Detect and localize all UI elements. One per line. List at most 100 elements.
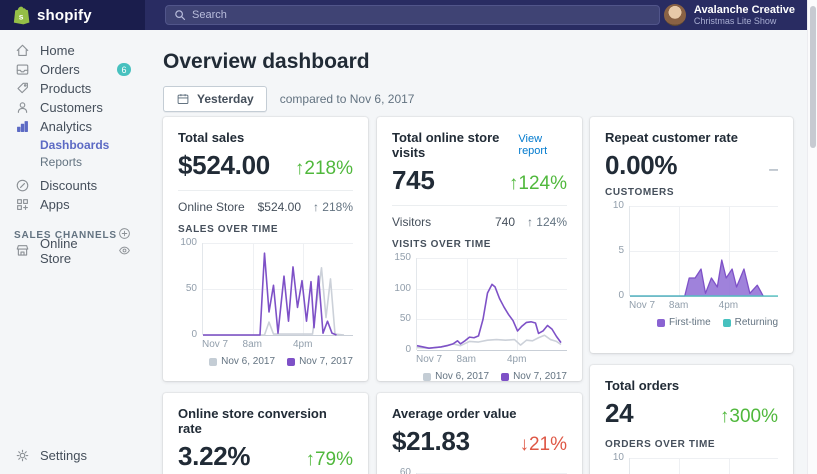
x-tick-label: Nov 7 bbox=[202, 339, 229, 350]
legend-swatch bbox=[656, 318, 665, 327]
store-visits-value: 745 bbox=[392, 165, 435, 195]
y-tick-label: 0 bbox=[618, 290, 624, 301]
row-value: 740 bbox=[494, 215, 515, 229]
dashboard-column-1: Total sales $524.00 ↑218% Online Store $… bbox=[163, 117, 368, 474]
sidebar-item-label: Customers bbox=[40, 100, 103, 115]
x-tick-label: 4pm bbox=[506, 354, 527, 365]
card-title: Total sales bbox=[178, 130, 245, 145]
gridline bbox=[203, 243, 353, 244]
x-tick-label: 4pm bbox=[718, 300, 739, 311]
gridline bbox=[679, 458, 681, 474]
chart-section-label: ORDERS OVER TIME bbox=[605, 439, 716, 450]
plot-area bbox=[629, 206, 778, 297]
orders-icon bbox=[14, 62, 30, 78]
sidebar-item-apps[interactable]: Apps bbox=[0, 195, 145, 214]
card-title: Average order value bbox=[392, 406, 517, 421]
legend-swatch bbox=[722, 318, 731, 327]
orders-count-badge: 6 bbox=[117, 63, 131, 76]
store-visits-card: Total online store visits View report 74… bbox=[377, 117, 582, 382]
sidebar-item-orders[interactable]: Orders 6 bbox=[0, 60, 145, 79]
row-delta: ↑ 124% bbox=[526, 215, 567, 229]
sidebar-item-label: Analytics bbox=[40, 119, 93, 134]
total-orders-delta: ↑300% bbox=[719, 406, 778, 427]
visits-over-time-chart: 0 50 100 150 Nov 7 8am 4pm Nov 6, 2017 Nov 7, 20… bbox=[392, 253, 567, 382]
row-label: Online Store bbox=[178, 200, 245, 214]
sidebar-item-products[interactable]: Products bbox=[0, 79, 145, 98]
chart-series bbox=[203, 243, 353, 335]
main-content: Overview dashboard Yesterday compared to… bbox=[145, 30, 807, 474]
total-sales-card: Total sales $524.00 ↑218% Online Store $… bbox=[163, 117, 368, 381]
shopify-bag-icon: s bbox=[13, 6, 30, 25]
sales-channels-label: SALES CHANNELS bbox=[14, 229, 117, 241]
calendar-icon bbox=[176, 92, 190, 106]
gridline bbox=[630, 206, 778, 207]
compare-text: compared to Nov 6, 2017 bbox=[279, 92, 415, 106]
plot-area bbox=[416, 258, 567, 351]
sidebar-item-online-store[interactable]: Online Store bbox=[0, 236, 145, 266]
legend-item: Nov 7, 2017 bbox=[287, 356, 353, 367]
card-title: Online store conversion rate bbox=[178, 406, 327, 436]
chart-legend: Nov 6, 2017 Nov 7, 2017 bbox=[416, 371, 567, 382]
gridline bbox=[679, 206, 681, 296]
sidebar-nav: Home Orders 6 Products Customers Analyti… bbox=[0, 30, 145, 474]
home-icon bbox=[14, 43, 30, 59]
dashboard-column-3: Repeat customer rate 0.00% – CUSTOMERS 0… bbox=[590, 117, 793, 474]
sidebar-subitem-reports[interactable]: Reports bbox=[40, 154, 83, 169]
page-title: Overview dashboard bbox=[163, 50, 370, 73]
y-tick-label: 50 bbox=[399, 313, 411, 325]
products-tag-icon bbox=[14, 81, 30, 97]
sidebar-item-label: Home bbox=[40, 43, 75, 58]
sidebar-item-home[interactable]: Home bbox=[0, 41, 145, 60]
card-title: Total online store visits bbox=[392, 130, 500, 160]
gridline bbox=[630, 251, 778, 252]
gridline bbox=[728, 206, 730, 296]
card-title: Total orders bbox=[605, 378, 680, 393]
sidebar-subitem-dashboards[interactable]: Dashboards bbox=[40, 137, 110, 152]
dashboard-column-2: Total online store visits View report 74… bbox=[377, 117, 582, 474]
legend-item: Nov 6, 2017 bbox=[209, 356, 275, 367]
date-range-button[interactable]: Yesterday bbox=[163, 86, 267, 112]
gridline bbox=[203, 335, 353, 336]
sidebar-item-settings[interactable]: Settings bbox=[0, 446, 145, 465]
search-placeholder: Search bbox=[192, 9, 227, 21]
total-orders-value: 24 bbox=[605, 398, 634, 428]
legend-swatch bbox=[209, 357, 218, 366]
discounts-icon bbox=[14, 178, 30, 194]
account-menu[interactable]: Avalanche Creative Christmas Lite Show bbox=[663, 4, 795, 26]
repeat-customer-delta: – bbox=[769, 161, 778, 178]
y-tick-label: 50 bbox=[185, 283, 197, 294]
legend-item: Nov 6, 2017 bbox=[423, 371, 489, 382]
search-input[interactable]: Search bbox=[165, 5, 660, 25]
chart-series bbox=[417, 258, 567, 350]
date-range-label: Yesterday bbox=[197, 92, 254, 106]
visitors-breakdown-row: Visitors 740 ↑ 124% bbox=[392, 205, 567, 229]
sidebar-item-discounts[interactable]: Discounts bbox=[0, 176, 145, 195]
scrollbar-thumb[interactable] bbox=[810, 6, 816, 148]
x-tick-label: Nov 7 bbox=[629, 300, 656, 311]
x-tick-label: 8am bbox=[456, 354, 477, 365]
y-tick-label: 0 bbox=[405, 344, 411, 355]
view-store-eye-icon[interactable] bbox=[118, 244, 131, 257]
plot-area bbox=[202, 243, 353, 336]
sales-channels-header: SALES CHANNELS bbox=[0, 227, 145, 243]
x-axis: Nov 7 8am 4pm bbox=[202, 335, 353, 351]
chart-section-label: SALES OVER TIME bbox=[178, 224, 279, 235]
shopify-logo[interactable]: s shopify bbox=[0, 0, 145, 30]
apps-icon bbox=[14, 197, 30, 213]
sidebar-item-customers[interactable]: Customers bbox=[0, 98, 145, 117]
average-order-value: $21.83 bbox=[392, 426, 470, 456]
sales-breakdown-row: Online Store $524.00 ↑ 218% bbox=[178, 190, 353, 214]
legend-item: Returning bbox=[722, 317, 778, 328]
conversion-rate-value: 3.22% bbox=[178, 441, 251, 471]
logo-wordmark: shopify bbox=[37, 6, 92, 24]
page-scrollbar[interactable] bbox=[807, 0, 817, 474]
chart-series bbox=[630, 458, 778, 474]
sidebar-item-analytics[interactable]: Analytics bbox=[0, 117, 145, 136]
add-channel-icon[interactable] bbox=[118, 227, 131, 243]
customers-chart: 0 5 10 Nov 7 8am 4pm First-time Returning bbox=[605, 201, 778, 328]
analytics-icon bbox=[14, 119, 30, 135]
storefront-icon bbox=[14, 243, 30, 259]
view-report-link[interactable]: View report bbox=[518, 133, 548, 157]
